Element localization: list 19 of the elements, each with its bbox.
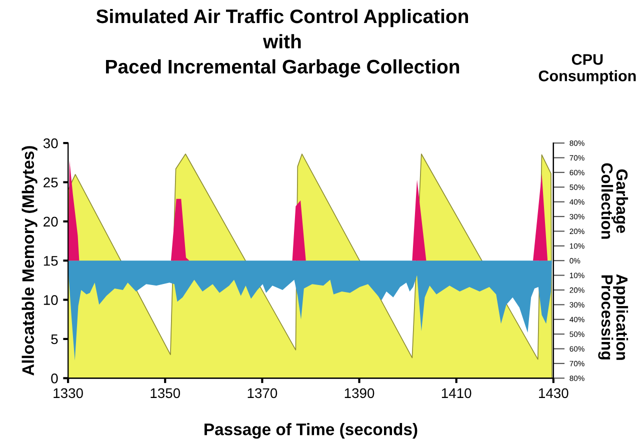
x-tick-label: 1370 [248, 388, 278, 398]
x-tick-label: 1330 [54, 388, 83, 398]
y2-axis-title: CPU Consumption [538, 54, 636, 84]
text: Garbage Collection [601, 163, 628, 239]
x-tick-label: 1410 [442, 388, 472, 398]
x-axis-title: Passage of Time (seconds) [204, 423, 418, 439]
text: Application Processing [598, 274, 628, 360]
y-tick-label: 30 [43, 138, 58, 148]
x-tick-label: 1350 [150, 388, 180, 398]
y-axis-title: Allocatable Memory (Mbytes) [22, 146, 38, 376]
y-tick-label: 0 [51, 373, 58, 384]
x-tick-label: 1390 [344, 388, 374, 398]
y-tick-label: 20 [44, 216, 58, 227]
x-tick-label: 1430 [539, 388, 568, 398]
chart-title: Simulated Air Traffic Control Application with Paced Incremental Garbage Collection [96, 8, 468, 78]
y-tick-label: 25 [44, 178, 58, 188]
y-tick-label: 5 [51, 334, 58, 344]
y-tick-label: 15 [44, 256, 58, 266]
y-tick-label: 10 [44, 295, 58, 305]
